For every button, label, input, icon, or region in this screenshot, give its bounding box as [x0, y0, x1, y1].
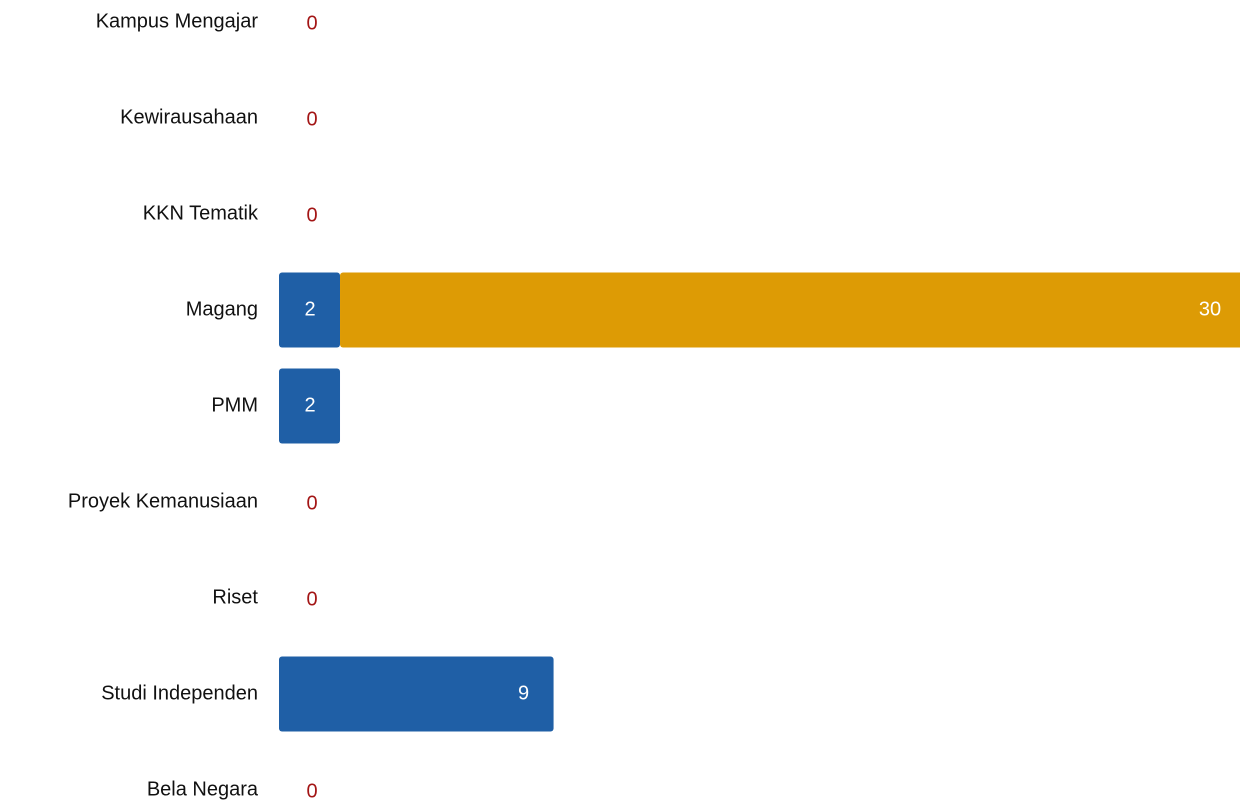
value-label: 0 — [306, 12, 317, 34]
category-label: KKN Tematik — [143, 202, 259, 224]
category-label: Kampus Mengajar — [96, 10, 259, 32]
category-label: Bela Negara — [147, 778, 259, 800]
bar-segment — [340, 272, 1240, 348]
value-label: 2 — [304, 298, 315, 320]
bar-segment — [279, 368, 341, 444]
bar-segment — [279, 656, 554, 732]
value-label: 0 — [306, 108, 317, 130]
value-label: 9 — [518, 682, 529, 704]
category-label: Magang — [186, 298, 258, 320]
value-label: 0 — [306, 780, 317, 802]
value-label: 30 — [1199, 298, 1221, 320]
category-label: PMM — [211, 394, 258, 416]
value-label: 2 — [304, 394, 315, 416]
value-label: 0 — [306, 492, 317, 514]
category-label: Riset — [212, 586, 258, 608]
value-label: 0 — [306, 204, 317, 226]
value-label: 0 — [306, 588, 317, 610]
category-label: Studi Independen — [101, 682, 258, 704]
plot-area — [279, 272, 1240, 732]
category-label: Proyek Kemanusiaan — [68, 490, 258, 512]
bar-segment — [279, 272, 341, 348]
category-label: Kewirausahaan — [120, 106, 258, 128]
